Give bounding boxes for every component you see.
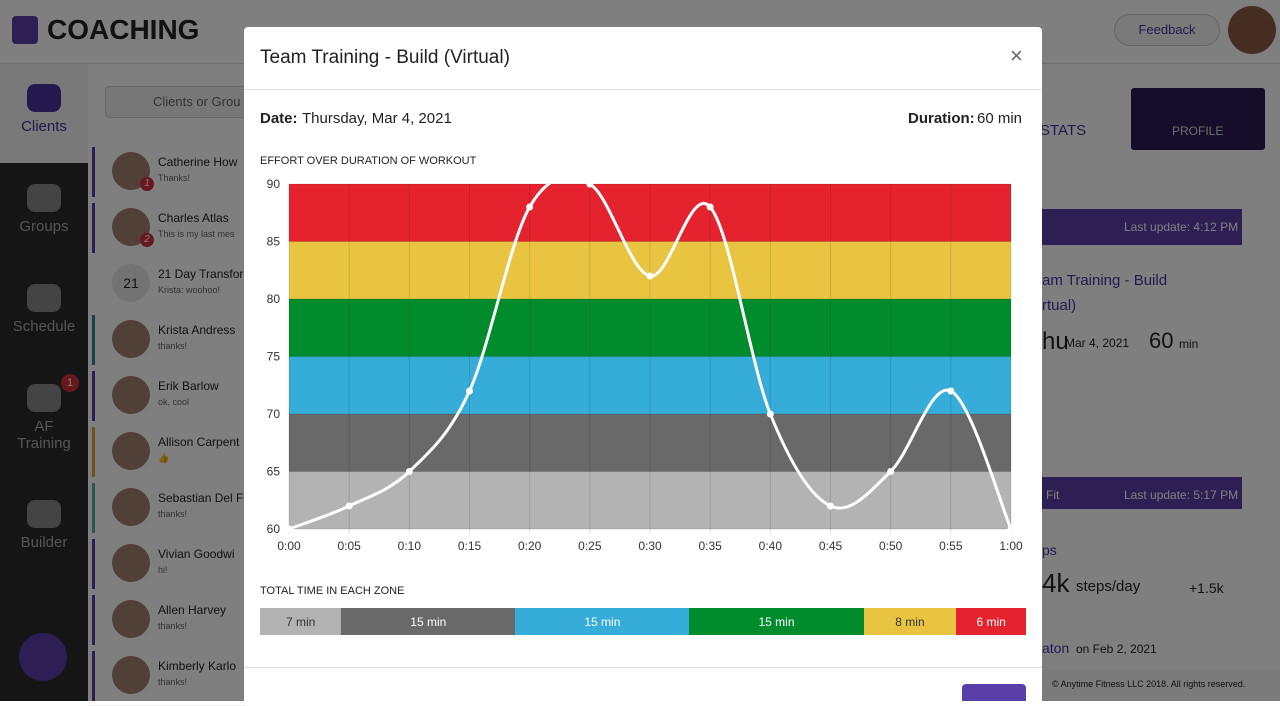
chart-title: EFFORT OVER DURATION OF WORKOUT	[260, 155, 477, 167]
zone-segment: 7 min	[260, 608, 342, 635]
x-tick-label: 1:00	[999, 539, 1023, 553]
x-tick-label: 0:05	[337, 539, 361, 553]
x-tick-label: 0:25	[578, 539, 602, 553]
x-tick-label: 0:15	[458, 539, 482, 553]
chart: 60 65 70 75 80 85 90 0:00 0:05 0:10 0:15 0:20 0:25 0:…	[267, 177, 1023, 553]
x-tick-label: 0:45	[819, 539, 843, 553]
duration-label: Duration:	[908, 110, 975, 127]
zone-band	[289, 184, 1011, 242]
point	[947, 387, 955, 395]
duration: 60 min	[977, 110, 1023, 127]
x-tick-label: 0:10	[398, 539, 422, 553]
zone-totals-title: TOTAL TIME IN EACH ZONE	[260, 585, 405, 597]
y-tick-label: 80	[267, 292, 281, 306]
point	[646, 272, 654, 280]
y-tick-label: 75	[267, 350, 281, 364]
point	[466, 387, 473, 395]
x-tick-label: 0:50	[879, 539, 903, 553]
point	[526, 203, 534, 211]
zone-segment: 6 min	[956, 608, 1027, 635]
zone-segment: 15 min	[515, 608, 690, 635]
y-tick-label: 60	[267, 522, 281, 536]
zone-label: 15 min	[410, 614, 447, 629]
x-tick-label: 0:40	[759, 539, 783, 553]
point	[586, 180, 594, 188]
zone-label: 6 min	[976, 614, 1006, 629]
zone-label: 7 min	[285, 614, 316, 629]
divider	[244, 667, 1042, 668]
y-tick-label: 90	[267, 177, 281, 191]
divider	[244, 89, 1042, 90]
zone-segment: 15 min	[689, 608, 864, 635]
close-button[interactable]: ×	[1010, 43, 1023, 68]
y-tick-label: 65	[267, 465, 281, 479]
x-tick-label: 0:35	[698, 539, 722, 553]
point	[345, 502, 353, 510]
zone-band	[289, 356, 1011, 414]
date-label: Date:	[260, 110, 298, 127]
zone-band	[289, 299, 1011, 357]
zone-band	[289, 241, 1011, 299]
point	[1007, 525, 1015, 533]
zone-label: 15 min	[758, 614, 795, 629]
point	[887, 468, 895, 475]
point	[706, 203, 714, 211]
zone-band	[289, 414, 1011, 472]
zone-band	[289, 471, 1011, 529]
modal-title: Team Training - Build (Virtual)	[260, 47, 510, 68]
date: Thursday, Mar 4, 2021	[302, 110, 452, 127]
zone-segment: 8 min	[863, 608, 957, 635]
zone-label: 8 min	[895, 614, 925, 629]
y-tick-label: 85	[267, 235, 281, 249]
point	[766, 410, 774, 418]
x-tick-label: 0:30	[638, 539, 662, 553]
x-tick-label: 0:55	[939, 539, 963, 553]
zone-totals-bar: 7 min 15 min 15 min 15 min 8 min 6 min	[260, 608, 1027, 635]
y-tick-label: 70	[267, 407, 281, 421]
x-tick-label: 0:20	[518, 539, 542, 553]
zone-label: 15 min	[584, 614, 621, 629]
modal: Team Training - Build (Virtual) × Date: …	[244, 27, 1042, 701]
point	[405, 468, 413, 475]
x-tick-label: 0:00	[277, 539, 301, 553]
effort-line	[289, 184, 1011, 529]
point	[827, 502, 834, 510]
zone-segment: 15 min	[341, 608, 516, 635]
modal-button[interactable]	[962, 684, 1026, 701]
point	[285, 525, 293, 533]
